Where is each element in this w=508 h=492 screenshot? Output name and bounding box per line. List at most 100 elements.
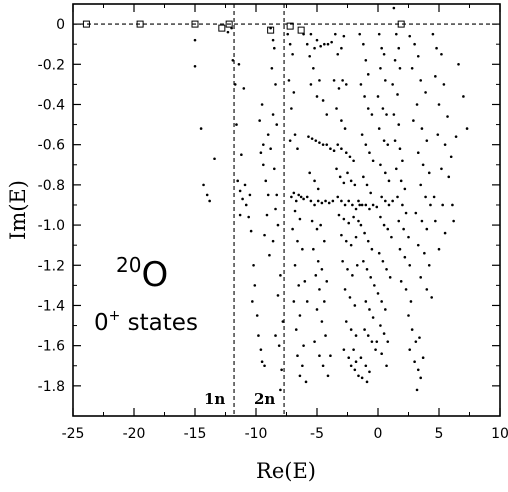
resonance-point: [451, 203, 454, 207]
resonance-point: [369, 191, 372, 195]
resonance-point: [271, 239, 275, 243]
resonance-point: [269, 147, 272, 151]
resonance-point: [351, 274, 354, 277]
resonance-point: [384, 79, 387, 82]
resonance-point: [385, 364, 388, 368]
y-tick-label: -0.2: [38, 57, 65, 73]
resonance-point: [320, 201, 324, 205]
resonance-point: [279, 388, 282, 392]
resonance-point: [321, 143, 325, 146]
bound-state-marker: [297, 26, 305, 34]
resonance-point: [340, 119, 343, 122]
resonance-point: [416, 151, 420, 155]
resonance-point: [368, 370, 371, 374]
resonance-point: [293, 263, 297, 267]
resonance-point: [288, 42, 292, 46]
resonance-point: [359, 223, 363, 227]
resonance-point: [370, 247, 374, 251]
resonance-point: [403, 187, 407, 191]
resonance-point: [249, 229, 253, 233]
resonance-point: [329, 147, 332, 151]
resonance-point: [343, 288, 347, 291]
resonance-point: [316, 187, 320, 191]
states-spin: 0: [94, 310, 109, 336]
resonance-point: [260, 103, 264, 106]
resonance-point: [393, 139, 397, 142]
resonance-point: [304, 380, 308, 384]
resonance-point: [290, 107, 293, 110]
x-tick-label: -5: [310, 426, 324, 442]
resonance-point: [287, 79, 291, 82]
resonance-point: [457, 62, 460, 66]
resonance-point: [443, 231, 447, 235]
resonance-point: [364, 58, 368, 62]
resonance-point: [395, 32, 398, 36]
resonance-point: [364, 203, 368, 207]
resonance-point: [258, 119, 261, 122]
resonance-point: [396, 93, 399, 96]
resonance-point: [238, 189, 242, 193]
resonance-point: [397, 219, 401, 223]
resonance-point: [423, 251, 426, 255]
resonance-point: [344, 239, 348, 243]
resonance-point: [313, 46, 316, 50]
resonance-point: [363, 328, 366, 331]
resonance-point: [392, 6, 396, 10]
resonance-point: [362, 259, 365, 263]
plot-frame: [72, 3, 501, 417]
resonance-point: [314, 139, 318, 142]
resonance-point: [340, 46, 343, 50]
resonance-point: [371, 203, 375, 207]
resonance-point: [352, 215, 355, 219]
resonance-point: [387, 179, 391, 183]
resonance-point: [205, 193, 209, 197]
states-text: states: [120, 310, 198, 336]
x-tick-label: -15: [184, 426, 207, 442]
resonance-point: [454, 135, 458, 138]
resonance-point: [343, 203, 347, 207]
resonance-point: [273, 167, 276, 171]
resonance-point: [323, 300, 326, 303]
resonance-point: [357, 199, 360, 203]
resonance-point: [257, 334, 260, 337]
y-tick-label: -1.6: [38, 339, 65, 355]
resonance-point: [288, 139, 292, 142]
resonance-point: [342, 181, 346, 185]
resonance-point: [362, 175, 365, 179]
resonance-point: [274, 207, 277, 211]
resonance-point: [360, 376, 364, 380]
resonance-point: [252, 263, 255, 267]
resonance-point: [316, 259, 320, 263]
resonance-point: [410, 67, 414, 70]
resonance-point: [370, 340, 374, 343]
resonance-point: [325, 280, 329, 283]
resonance-point: [364, 143, 368, 146]
resonance-point: [293, 133, 297, 136]
resonance-point: [364, 300, 368, 303]
resonance-point: [305, 195, 309, 199]
resonance-point: [312, 247, 315, 251]
resonance-point: [370, 113, 374, 116]
resonance-point: [329, 354, 332, 358]
y-tick-label: 0: [56, 17, 65, 33]
resonance-point: [313, 340, 316, 343]
resonance-point: [404, 211, 408, 215]
resonance-point: [401, 159, 404, 163]
resonance-point: [324, 334, 327, 337]
resonance-point: [366, 73, 370, 76]
resonance-point: [440, 167, 443, 171]
resonance-point: [318, 141, 321, 144]
resonance-point: [310, 137, 314, 140]
resonance-point: [292, 91, 296, 94]
resonance-point: [231, 58, 235, 62]
resonance-point: [416, 243, 420, 247]
resonance-point: [293, 209, 297, 213]
y-tick-label: -1.4: [38, 298, 65, 314]
resonance-point: [274, 83, 277, 86]
resonance-point: [265, 213, 269, 217]
resonance-point: [318, 79, 321, 82]
resonance-point: [342, 34, 346, 38]
resonance-point: [296, 354, 299, 358]
axis-ticks: -25 -20 -15 -10 -5 0 5 10 0 -0.2 -0.4 -0.6 -0.8 -1.0 -…: [38, 4, 508, 442]
